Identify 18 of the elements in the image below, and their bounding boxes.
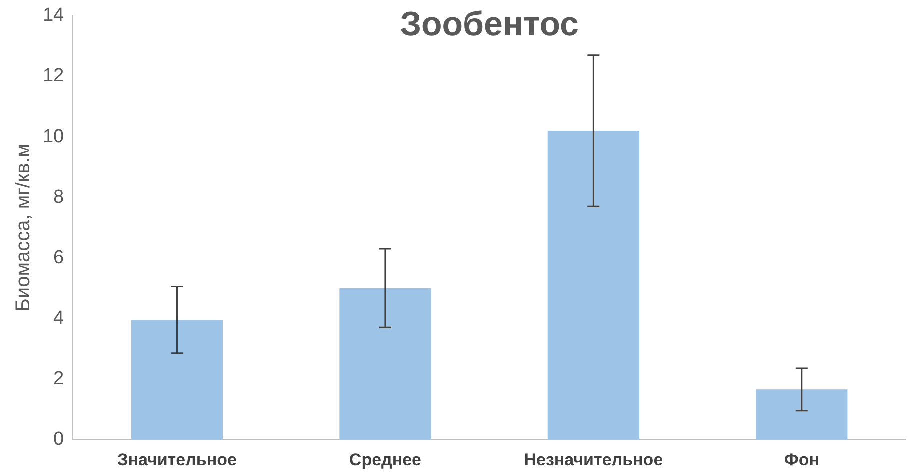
y-tick-label: 14 bbox=[42, 5, 65, 26]
y-tick-label: 0 bbox=[54, 428, 64, 450]
x-tick-label: Незначительное bbox=[524, 450, 664, 470]
x-tick-label: Фон bbox=[784, 450, 820, 470]
bar bbox=[548, 130, 640, 440]
y-tick-label: 2 bbox=[54, 368, 64, 390]
bar bbox=[340, 288, 432, 440]
y-axis-title: Биомасса, мг/кв.м bbox=[12, 144, 35, 312]
bar bbox=[756, 390, 848, 440]
bar bbox=[131, 320, 224, 440]
y-tick-label: 10 bbox=[42, 126, 64, 148]
x-tick-label: Значительное bbox=[118, 450, 237, 470]
x-tick-label: Среднее bbox=[349, 450, 422, 470]
y-tick-label: 6 bbox=[54, 247, 64, 268]
chart-title: Зообентос bbox=[400, 5, 579, 44]
y-tick-label: 4 bbox=[54, 308, 65, 329]
y-tick-label: 12 bbox=[42, 66, 64, 87]
y-tick-label: 8 bbox=[54, 186, 64, 208]
